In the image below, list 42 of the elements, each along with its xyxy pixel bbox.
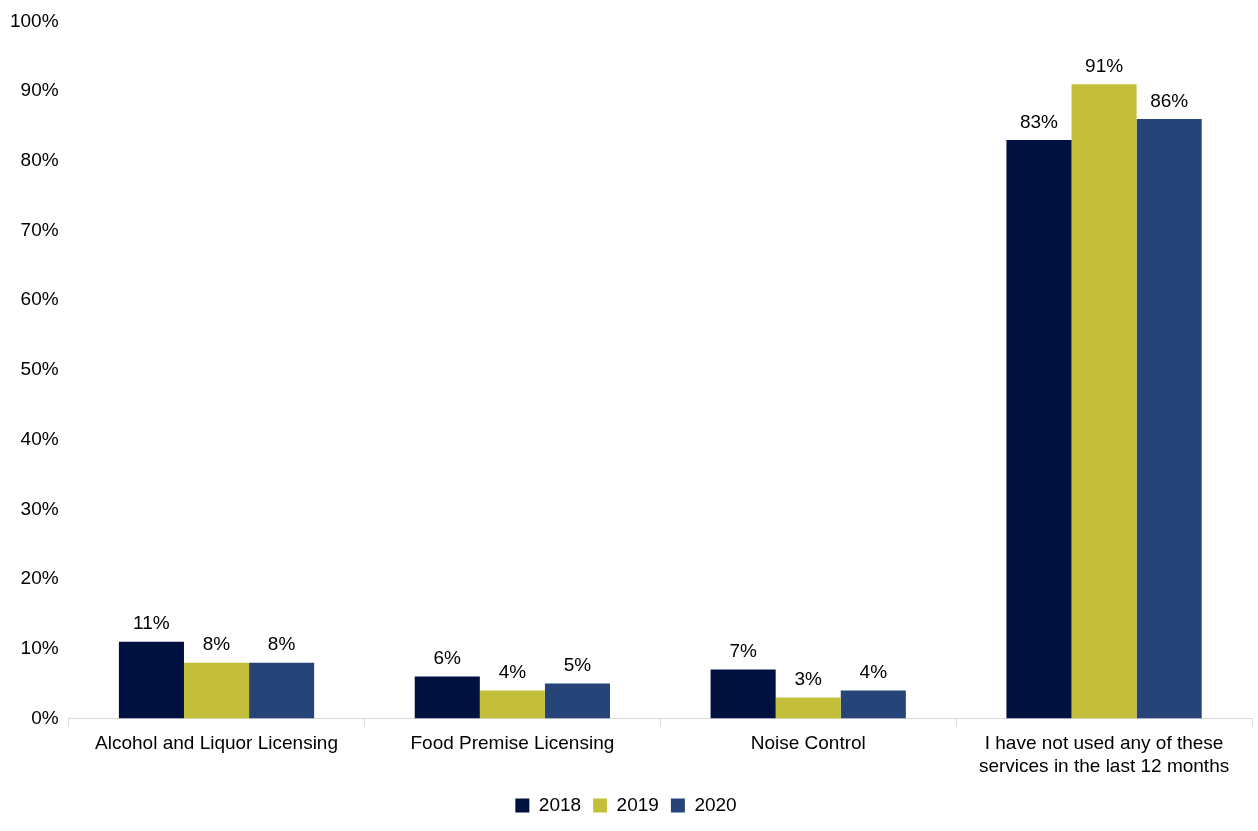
data-label: 4% — [498, 661, 527, 683]
bar — [479, 690, 545, 719]
y-tick-label: 100% — [9, 9, 59, 31]
data-label: 6% — [433, 647, 462, 669]
data-label: 7% — [729, 640, 757, 662]
data-label: 8% — [267, 633, 296, 655]
data-label: 86% — [1150, 89, 1189, 111]
y-tick-label: 70% — [20, 218, 59, 240]
bar — [710, 669, 776, 719]
x-tick-label: Food Premise Licensing — [410, 732, 615, 754]
y-tick-label: 80% — [20, 149, 59, 171]
data-label: 5% — [563, 654, 592, 676]
y-tick-label: 40% — [20, 427, 59, 449]
x-tick-label: I have not used any of these services in the last 12 months — [978, 732, 1230, 776]
y-tick-label: 50% — [20, 358, 59, 380]
bar — [1071, 84, 1137, 719]
data-label: 91% — [1085, 54, 1124, 76]
bar — [775, 697, 841, 719]
bar — [544, 683, 610, 719]
bar — [1006, 139, 1072, 719]
y-tick-label: 10% — [20, 636, 59, 658]
y-tick-label: 20% — [20, 567, 59, 589]
legend-label: 2020 — [694, 793, 737, 815]
data-label: 83% — [1019, 110, 1059, 132]
bar — [414, 676, 480, 719]
y-tick-label: 30% — [20, 497, 59, 519]
y-tick-label: 90% — [20, 79, 59, 101]
bar — [183, 662, 250, 719]
x-tick-label: Noise Control — [750, 732, 866, 754]
bar — [118, 641, 184, 719]
data-label: 11% — [133, 612, 170, 634]
x-tick-label: Alcohol and Liquor Licensing — [95, 732, 338, 754]
bar — [249, 662, 315, 719]
y-tick-label: 60% — [20, 288, 59, 310]
y-tick-label: 0% — [31, 706, 59, 728]
legend-label: 2018 — [538, 793, 582, 815]
bar — [840, 690, 906, 719]
data-label: 3% — [794, 668, 823, 690]
bar — [1136, 118, 1202, 719]
data-label: 4% — [859, 661, 888, 683]
data-label: 8% — [202, 633, 231, 655]
legend-label: 2019 — [616, 793, 659, 815]
